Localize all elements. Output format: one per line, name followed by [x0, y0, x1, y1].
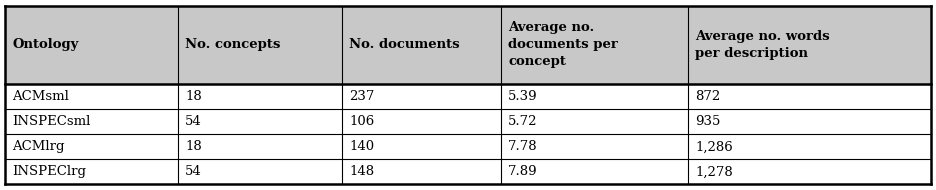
- Text: 54: 54: [185, 115, 202, 128]
- Text: 140: 140: [349, 140, 374, 153]
- Text: No. concepts: No. concepts: [185, 39, 281, 51]
- Text: INSPEClrg: INSPEClrg: [12, 165, 86, 178]
- Text: 872: 872: [695, 90, 721, 103]
- Text: 7.78: 7.78: [508, 140, 538, 153]
- Text: 106: 106: [349, 115, 374, 128]
- Text: 935: 935: [695, 115, 721, 128]
- Text: Average no. words
per description: Average no. words per description: [695, 30, 830, 60]
- Text: 5.39: 5.39: [508, 90, 538, 103]
- Text: 18: 18: [185, 90, 202, 103]
- Text: 237: 237: [349, 90, 374, 103]
- Text: No. documents: No. documents: [349, 39, 460, 51]
- Text: Average no.
documents per
concept: Average no. documents per concept: [508, 21, 618, 68]
- Text: ACMsml: ACMsml: [12, 90, 69, 103]
- Text: Ontology: Ontology: [12, 39, 79, 51]
- Text: 1,278: 1,278: [695, 165, 733, 178]
- Text: 5.72: 5.72: [508, 115, 538, 128]
- Text: 1,286: 1,286: [695, 140, 733, 153]
- Text: 148: 148: [349, 165, 374, 178]
- Text: 18: 18: [185, 140, 202, 153]
- Text: INSPECsml: INSPECsml: [12, 115, 91, 128]
- Text: ACMlrg: ACMlrg: [12, 140, 65, 153]
- Text: 7.89: 7.89: [508, 165, 538, 178]
- Text: 54: 54: [185, 165, 202, 178]
